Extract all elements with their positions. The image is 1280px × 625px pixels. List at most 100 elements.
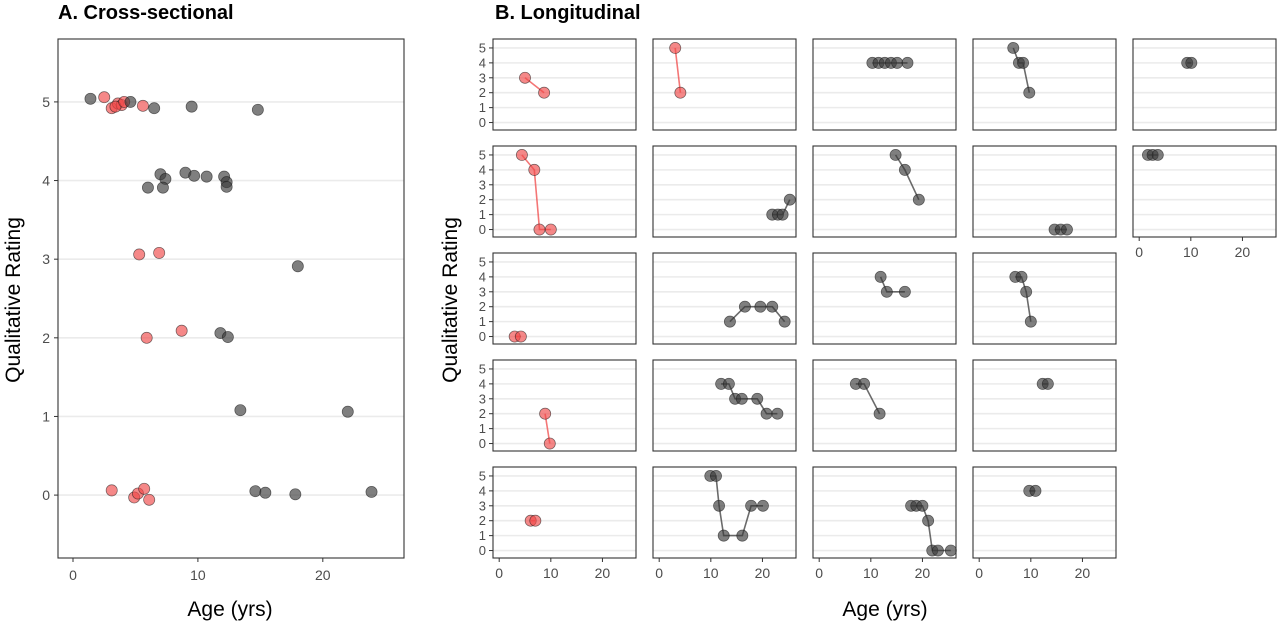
facet-border (812, 145, 957, 238)
data-point (710, 470, 722, 482)
facet-y-tick-label: 5 (479, 468, 486, 483)
data-point (922, 514, 935, 527)
data-point (898, 285, 911, 298)
data-point (141, 181, 154, 194)
data-point (133, 248, 146, 261)
data-point (713, 499, 726, 512)
data-point (515, 149, 528, 161)
data-point (1041, 377, 1054, 390)
facet-y-tick-label: 1 (479, 207, 486, 222)
data-point (783, 193, 796, 206)
data-point (1023, 86, 1036, 99)
data-point (185, 100, 198, 113)
facet-x-tick-label: 10 (863, 565, 879, 581)
facet-background (653, 146, 796, 237)
facet-background (813, 360, 956, 451)
facet-y-tick-label: 2 (479, 299, 486, 314)
facet-series-line (674, 47, 682, 93)
facet-border (812, 252, 957, 345)
facet-y-tick-label: 1 (479, 100, 486, 115)
data-point (543, 437, 556, 450)
data-point (1024, 315, 1037, 328)
data-point (251, 103, 264, 116)
data-point (138, 482, 151, 495)
data-point (528, 163, 541, 176)
data-point (1151, 149, 1164, 161)
facet-border (492, 38, 637, 131)
panel-a-background (58, 39, 404, 558)
data-point (873, 407, 886, 420)
data-point (105, 484, 118, 497)
data-point (84, 92, 97, 105)
data-point (912, 193, 925, 206)
data-point (514, 330, 527, 343)
data-point (735, 392, 748, 405)
data-point (1020, 285, 1033, 298)
facet-border (652, 38, 797, 131)
facet-background (973, 467, 1116, 558)
facet-panel (972, 145, 1117, 238)
panel-a-x-tick-label: 20 (315, 567, 331, 583)
data-point (858, 377, 871, 390)
facet-border (652, 145, 797, 238)
facet-y-tick-label: 4 (479, 55, 486, 70)
data-point (140, 331, 153, 344)
facet-panel (972, 359, 1117, 452)
facet-border (972, 38, 1117, 131)
facet-border (1132, 38, 1277, 131)
facet-x-tick-label: 0 (655, 565, 663, 581)
facet-x-tick-label: 20 (595, 565, 611, 581)
data-point (874, 270, 887, 283)
facet-border (812, 359, 957, 452)
data-point (1185, 56, 1198, 69)
data-point (766, 300, 779, 313)
facet-background (1133, 146, 1276, 237)
facet-background (973, 146, 1116, 237)
facet-background (493, 253, 636, 344)
facet-y-tick-label: 3 (479, 70, 486, 85)
data-point (156, 181, 169, 194)
facet-background (653, 467, 796, 558)
facet-border (812, 466, 957, 559)
facet-x-tick-label: 10 (543, 565, 559, 581)
data-point (365, 485, 378, 498)
facet-y-tick-label: 3 (479, 284, 486, 299)
panel-a-y-tick-label: 0 (42, 487, 50, 503)
facet-panel (1132, 38, 1277, 131)
facet-background (973, 360, 1116, 451)
facet-y-tick-label: 0 (479, 115, 486, 130)
facet-y-tick-label: 5 (479, 361, 486, 376)
panel-b-y-axis-label: Qualitative Rating (439, 217, 462, 383)
data-point (153, 246, 166, 259)
data-point (188, 169, 201, 182)
facet-y-tick-label: 0 (479, 436, 486, 451)
facet-border (1132, 145, 1277, 238)
facet-y-tick-label: 2 (479, 513, 486, 528)
facet-background (813, 253, 956, 344)
panel-b-x-axis-label: Age (yrs) (842, 598, 927, 621)
data-point (544, 223, 557, 236)
facet-panel (972, 252, 1117, 345)
data-point (776, 208, 789, 221)
data-point (944, 544, 957, 557)
facet-y-tick-label: 3 (479, 391, 486, 406)
data-point (916, 499, 929, 512)
facet-background (813, 146, 956, 237)
facet-border (812, 38, 957, 131)
data-point (1061, 223, 1073, 236)
facet-x-tick-label: 20 (1075, 565, 1091, 581)
facet-border (492, 359, 637, 452)
facet-y-tick-label: 2 (479, 85, 486, 100)
panel-a-x-axis-label: Age (yrs) (187, 598, 272, 621)
data-point (291, 260, 304, 273)
data-point (539, 407, 552, 420)
facet-y-tick-label: 5 (479, 40, 486, 55)
data-point (751, 392, 764, 405)
facet-border (652, 252, 797, 345)
data-point (898, 163, 911, 176)
facet-border (652, 466, 797, 559)
data-point (341, 405, 354, 418)
